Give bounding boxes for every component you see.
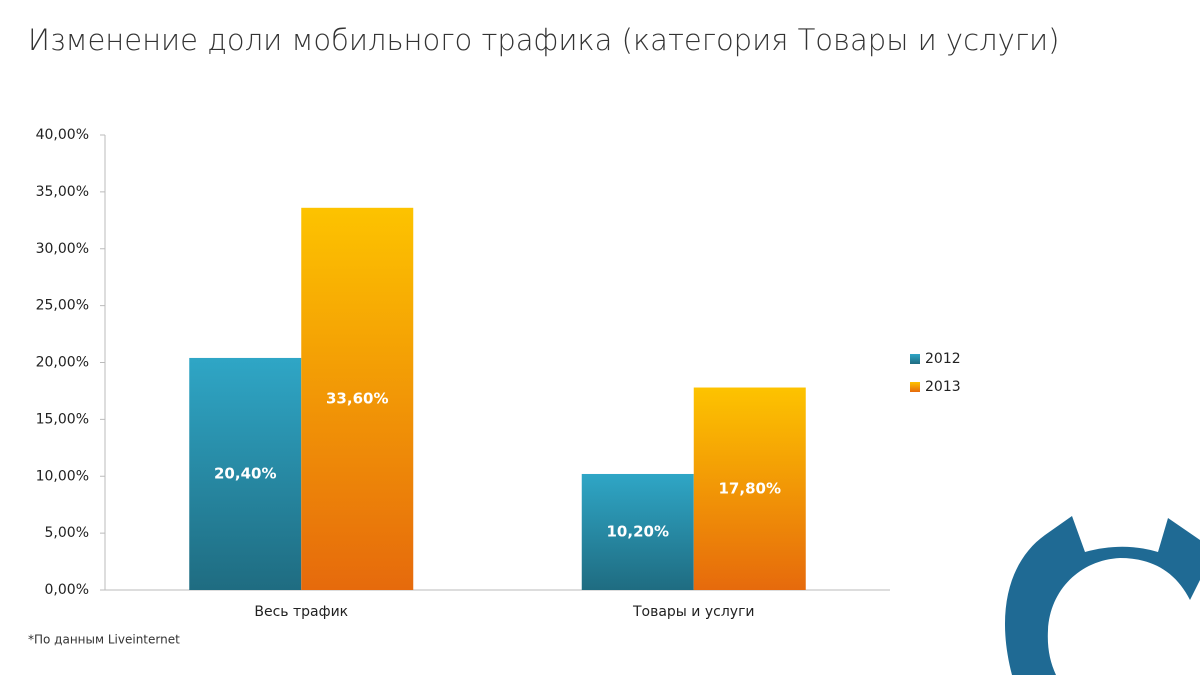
y-tick-label: 5,00%: [45, 525, 89, 541]
bar: [581, 473, 694, 590]
logo: [1004, 516, 1200, 675]
legend-label: 2013: [925, 379, 961, 395]
bar: [189, 357, 302, 590]
bar: [301, 207, 414, 591]
x-tick-label: Товары и услуги: [632, 604, 755, 620]
y-tick-label: 0,00%: [45, 582, 89, 598]
chart-title: Изменение доли мобильного трафика (катег…: [28, 23, 1059, 57]
y-tick-label: 20,00%: [36, 355, 89, 371]
x-tick-label: Весь трафик: [254, 604, 348, 620]
footnote: *По данным Liveinternet: [28, 633, 180, 647]
value-label: 17,80%: [719, 479, 781, 497]
y-tick-label: 10,00%: [36, 468, 89, 484]
legend-swatch: [910, 354, 920, 364]
value-label: 10,20%: [607, 522, 669, 540]
value-label: 33,60%: [326, 389, 388, 407]
y-tick-label: 35,00%: [36, 184, 89, 200]
bar: [693, 387, 806, 590]
value-label: 20,40%: [214, 464, 276, 482]
legend-swatch: [910, 382, 920, 392]
y-tick-label: 25,00%: [36, 298, 89, 314]
y-tick-label: 30,00%: [36, 241, 89, 257]
y-tick-label: 15,00%: [36, 411, 89, 427]
legend-label: 2012: [925, 351, 961, 367]
y-tick-label: 40,00%: [36, 127, 89, 143]
